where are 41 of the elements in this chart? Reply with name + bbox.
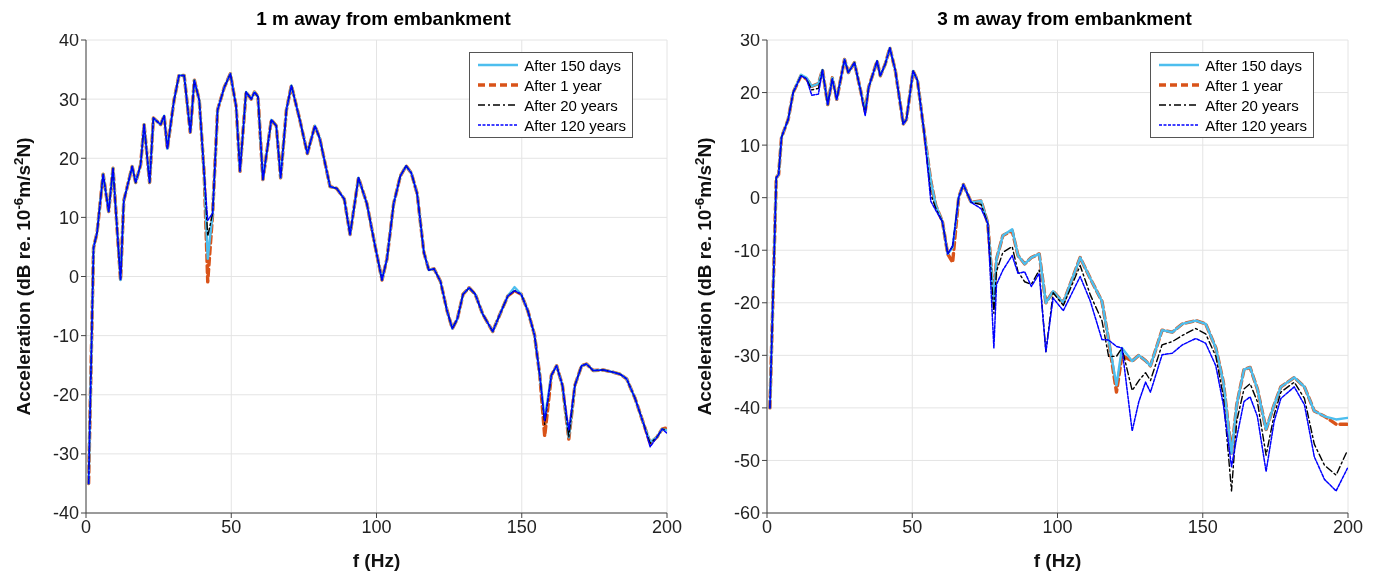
y-tick-label: -40 bbox=[52, 503, 79, 524]
y-tick-label: -50 bbox=[733, 450, 760, 471]
x-tick-label: 50 bbox=[902, 516, 923, 537]
x-tick-label: 100 bbox=[1042, 516, 1073, 537]
y-tick-label: -60 bbox=[733, 503, 760, 524]
legend-label: After 120 years bbox=[524, 116, 626, 134]
y-tick-label: 20 bbox=[58, 148, 79, 169]
x-tick-label: 200 bbox=[1332, 516, 1364, 537]
y-tick-label: -20 bbox=[733, 293, 760, 314]
y-tick-label: -10 bbox=[52, 326, 79, 347]
x-tick-label: 50 bbox=[221, 516, 242, 537]
chart-title: 3 m away from embankment bbox=[937, 8, 1192, 29]
x-tick-label: 0 bbox=[761, 516, 773, 537]
chart-title: 1 m away from embankment bbox=[256, 8, 511, 29]
y-tick-label: -10 bbox=[733, 240, 760, 261]
x-tick-label: 100 bbox=[361, 516, 392, 537]
legend-label: After 1 year bbox=[1205, 76, 1283, 94]
legend-label: After 150 days bbox=[524, 56, 622, 74]
y-tick-label: 0 bbox=[749, 188, 760, 209]
y-tick-label: 30 bbox=[739, 30, 760, 51]
y-tick-label: 40 bbox=[58, 30, 79, 51]
y-tick-label: -30 bbox=[52, 444, 79, 465]
y-tick-label: 10 bbox=[739, 135, 760, 156]
x-tick-label: 200 bbox=[651, 516, 683, 537]
legend-label: After 20 years bbox=[524, 96, 618, 114]
legend-label: After 1 year bbox=[524, 76, 602, 94]
x-axis-title: f (Hz) bbox=[1033, 550, 1082, 571]
y-tick-label: -30 bbox=[733, 345, 760, 366]
x-tick-label: 0 bbox=[80, 516, 92, 537]
legend-label: After 20 years bbox=[1205, 96, 1299, 114]
y-tick-label: 10 bbox=[58, 207, 79, 228]
y-tick-label: 0 bbox=[68, 266, 79, 287]
legend-label: After 120 years bbox=[1205, 116, 1307, 134]
y-tick-label: -40 bbox=[733, 398, 760, 419]
x-tick-label: 150 bbox=[506, 516, 537, 537]
y-tick-label: -20 bbox=[52, 385, 79, 406]
y-tick-label: 20 bbox=[739, 82, 760, 103]
y-tick-label: 30 bbox=[58, 89, 79, 110]
x-tick-label: 150 bbox=[1187, 516, 1218, 537]
x-axis-title: f (Hz) bbox=[352, 550, 401, 571]
legend-label: After 150 days bbox=[1205, 56, 1303, 74]
